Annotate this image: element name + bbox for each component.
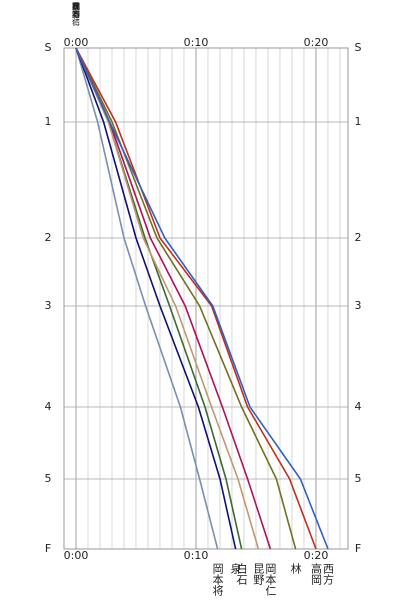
y-tick-label: 3 bbox=[355, 299, 362, 312]
series-line bbox=[75, 47, 329, 550]
legend-label: 高岡 bbox=[71, 1, 80, 19]
y-tick-label: 1 bbox=[45, 115, 52, 128]
y-tick-label: 2 bbox=[45, 231, 52, 244]
y-tick-label: F bbox=[45, 542, 51, 555]
series-line bbox=[75, 47, 237, 550]
y-tick-label: 3 bbox=[45, 299, 52, 312]
x-tick-label: 0:20 bbox=[304, 549, 329, 562]
series-label: 白石 bbox=[235, 562, 248, 585]
series-line bbox=[75, 47, 272, 550]
series-label: 林 bbox=[289, 562, 302, 574]
y-tick-label: 4 bbox=[355, 400, 362, 413]
legend-label: 泉 bbox=[71, 1, 80, 10]
y-tick-label: 5 bbox=[355, 472, 362, 485]
series-line bbox=[75, 47, 297, 550]
y-tick-label: S bbox=[355, 41, 362, 54]
y-tick-label: S bbox=[45, 41, 52, 54]
series-label: 岡本将 bbox=[211, 563, 224, 596]
x-tick-label: 0:20 bbox=[304, 36, 329, 49]
y-tick-label: F bbox=[355, 542, 361, 555]
y-tick-label: 1 bbox=[355, 115, 362, 128]
series-line bbox=[75, 47, 317, 550]
x-tick-label: 0:00 bbox=[64, 549, 89, 562]
plot-frame bbox=[63, 47, 349, 550]
series-label: 高岡 bbox=[309, 562, 322, 586]
legend-label: 岡本将 bbox=[71, 2, 80, 26]
series-label: 泉 bbox=[229, 562, 242, 574]
legend-label: 昆野 bbox=[71, 2, 80, 18]
series-label: 西方 bbox=[321, 563, 334, 585]
legend-label: 林 bbox=[71, 1, 80, 11]
legend-label: 岡本仁 bbox=[71, 2, 80, 26]
x-tick-label: 0:10 bbox=[184, 549, 209, 562]
series-label: 昆野 bbox=[252, 563, 265, 585]
legend-label: 西方 bbox=[71, 2, 80, 19]
y-tick-label: 4 bbox=[45, 400, 52, 413]
y-tick-label: 2 bbox=[355, 231, 362, 244]
x-tick-label: 0:00 bbox=[64, 36, 89, 49]
series-line bbox=[75, 47, 219, 550]
y-tick-label: 5 bbox=[45, 472, 52, 485]
series-line bbox=[75, 47, 243, 550]
series-label: 岡本仁 bbox=[264, 563, 277, 596]
x-tick-label: 0:10 bbox=[184, 36, 209, 49]
legend-label: 白石 bbox=[71, 1, 80, 19]
series-line bbox=[75, 47, 260, 550]
